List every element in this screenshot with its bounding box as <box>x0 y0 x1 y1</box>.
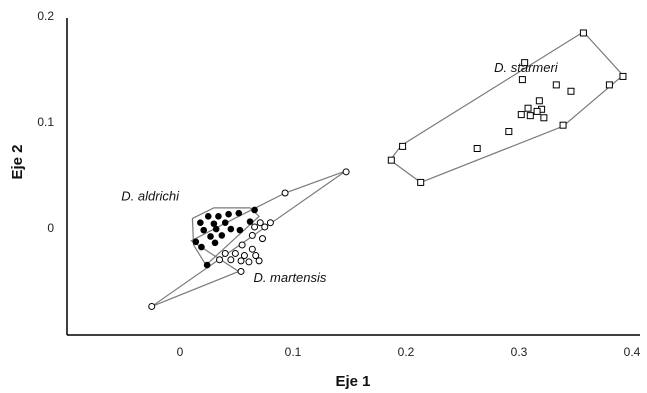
point-dstarmeri <box>605 81 613 89</box>
point-daldrichi <box>225 210 232 218</box>
point-daldrichi <box>203 261 211 269</box>
point-dmartensis <box>231 249 239 257</box>
point-dstarmeri <box>559 121 567 129</box>
point-daldrichi <box>192 238 200 246</box>
point-dstarmeri <box>533 107 541 115</box>
point-daldrichi <box>221 219 229 226</box>
point-dmartensis <box>238 241 246 249</box>
point-dmartensis <box>237 257 245 265</box>
point-dmartensis <box>255 257 263 265</box>
x-tick-label: 0 <box>177 345 184 359</box>
axes <box>66 18 640 336</box>
point-dmartensis <box>148 302 156 310</box>
hull-daldrichi <box>191 207 260 267</box>
point-dstarmeri <box>535 97 543 105</box>
point-daldrichi <box>251 206 258 214</box>
point-dmartensis <box>248 231 256 239</box>
hull-dmartensis <box>151 170 347 307</box>
point-daldrichi <box>235 209 243 217</box>
point-daldrichi <box>246 218 254 225</box>
point-dmartensis <box>221 249 229 257</box>
point-dmartensis <box>258 235 266 243</box>
y-tick-label: 0.1 <box>37 115 54 129</box>
x-tick-label: 0.3 <box>511 345 528 359</box>
point-dstarmeri <box>417 178 425 186</box>
point-daldrichi <box>198 243 205 251</box>
point-dstarmeri <box>567 87 575 95</box>
point-daldrichi <box>212 225 220 233</box>
species-label: D. starmeri <box>494 60 559 75</box>
point-dmartensis <box>281 189 289 197</box>
point-dstarmeri <box>399 142 407 150</box>
species-label: D. aldrichi <box>121 188 180 203</box>
point-dstarmeri <box>521 59 529 67</box>
point-dstarmeri <box>526 112 534 120</box>
point-dmartensis <box>342 168 350 176</box>
point-daldrichi <box>227 225 235 233</box>
point-dstarmeri <box>517 111 525 119</box>
hull-dstarmeri <box>389 31 624 184</box>
point-daldrichi <box>211 239 219 247</box>
point-dmartensis <box>261 223 269 231</box>
y-tick-labels: 0.2 0.1 0 <box>37 9 54 235</box>
species-label: D. martensis <box>253 270 326 285</box>
point-dmartensis <box>240 252 248 260</box>
point-daldrichi <box>207 233 214 240</box>
y-axis-title: Eje 2 <box>9 144 26 179</box>
point-dstarmeri <box>552 81 560 89</box>
point-dstarmeri <box>505 128 513 136</box>
point-dstarmeri <box>518 76 526 84</box>
point-dstarmeri <box>387 156 395 164</box>
point-dmartensis <box>248 245 256 253</box>
point-dmartensis <box>252 252 260 260</box>
y-tick-label: 0.2 <box>37 9 54 23</box>
point-daldrichi <box>204 213 212 220</box>
point-dmartensis <box>245 258 253 266</box>
annotations: D. starmeri D. aldrichi D. martensis <box>121 60 559 285</box>
x-tick-label: 0.4 <box>624 345 641 359</box>
point-dmartensis <box>256 219 264 227</box>
point-daldrichi <box>197 219 204 226</box>
x-tick-label: 0.1 <box>285 345 302 359</box>
point-dstarmeri <box>619 72 627 80</box>
point-dmartensis <box>251 223 259 231</box>
point-daldrichi <box>215 213 222 220</box>
point-dmartensis <box>216 256 224 264</box>
point-daldrichi <box>210 220 218 228</box>
point-dstarmeri <box>540 114 548 122</box>
point-daldrichi <box>200 226 208 234</box>
point-dstarmeri <box>524 104 532 112</box>
point-dmartensis <box>227 256 235 264</box>
point-dstarmeri <box>579 29 587 37</box>
point-dmartensis <box>266 219 274 227</box>
point-daldrichi <box>218 232 226 239</box>
point-dstarmeri <box>473 145 481 152</box>
x-tick-label: 0.2 <box>398 345 415 359</box>
x-tick-labels: 0 0.1 0.2 0.3 0.4 <box>177 345 641 359</box>
points-layer <box>148 29 627 310</box>
point-dmartensis <box>237 267 245 275</box>
y-tick-label: 0 <box>47 221 54 235</box>
point-daldrichi <box>236 226 244 234</box>
x-axis-title: Eje 1 <box>335 373 370 390</box>
